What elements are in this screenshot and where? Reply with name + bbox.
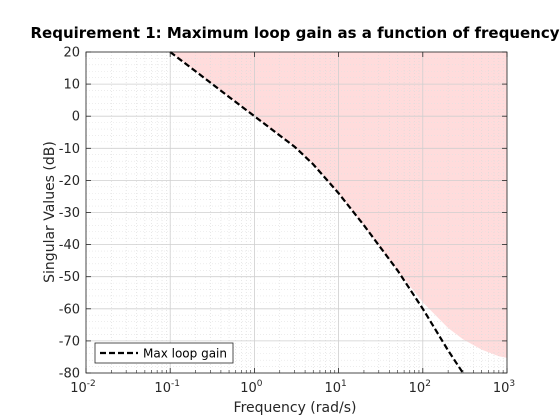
x-tick-label: 10-2	[70, 379, 96, 396]
y-tick-label: -70	[59, 334, 80, 349]
y-axis-label: Singular Values (dB)	[42, 141, 58, 283]
chart-title: Requirement 1: Maximum loop gain as a fu…	[30, 24, 559, 42]
x-axis-label: Frequency (rad/s)	[234, 400, 357, 416]
legend: Max loop gain	[94, 342, 234, 364]
x-tick-label: 100	[240, 379, 263, 396]
series-line-max-loop-gain	[169, 51, 464, 374]
y-tick-label: -30	[59, 206, 80, 221]
x-tick-label: 10-1	[154, 379, 180, 396]
y-tick-label: -10	[59, 142, 80, 157]
y-tick-label: 20	[63, 46, 80, 61]
x-tick-label: 102	[409, 379, 431, 396]
y-tick-label: 0	[72, 110, 80, 125]
legend-box	[94, 342, 234, 364]
plot-area: 10-2 10-1 100 101 102 10320100-10-20-30-40-50…	[59, 46, 515, 397]
x-tick-label: 103	[493, 379, 515, 396]
y-tick-label: -50	[59, 270, 80, 285]
y-tick-label: -20	[59, 174, 80, 189]
y-tick-label: 10	[63, 78, 80, 93]
y-tick-label: -80	[59, 367, 80, 382]
y-tick-label: -60	[59, 302, 80, 317]
x-tick-label: 101	[324, 379, 346, 396]
y-tick-label: -40	[59, 238, 80, 253]
legend-entry-max-loop-gain: Max loop gain	[143, 347, 227, 361]
